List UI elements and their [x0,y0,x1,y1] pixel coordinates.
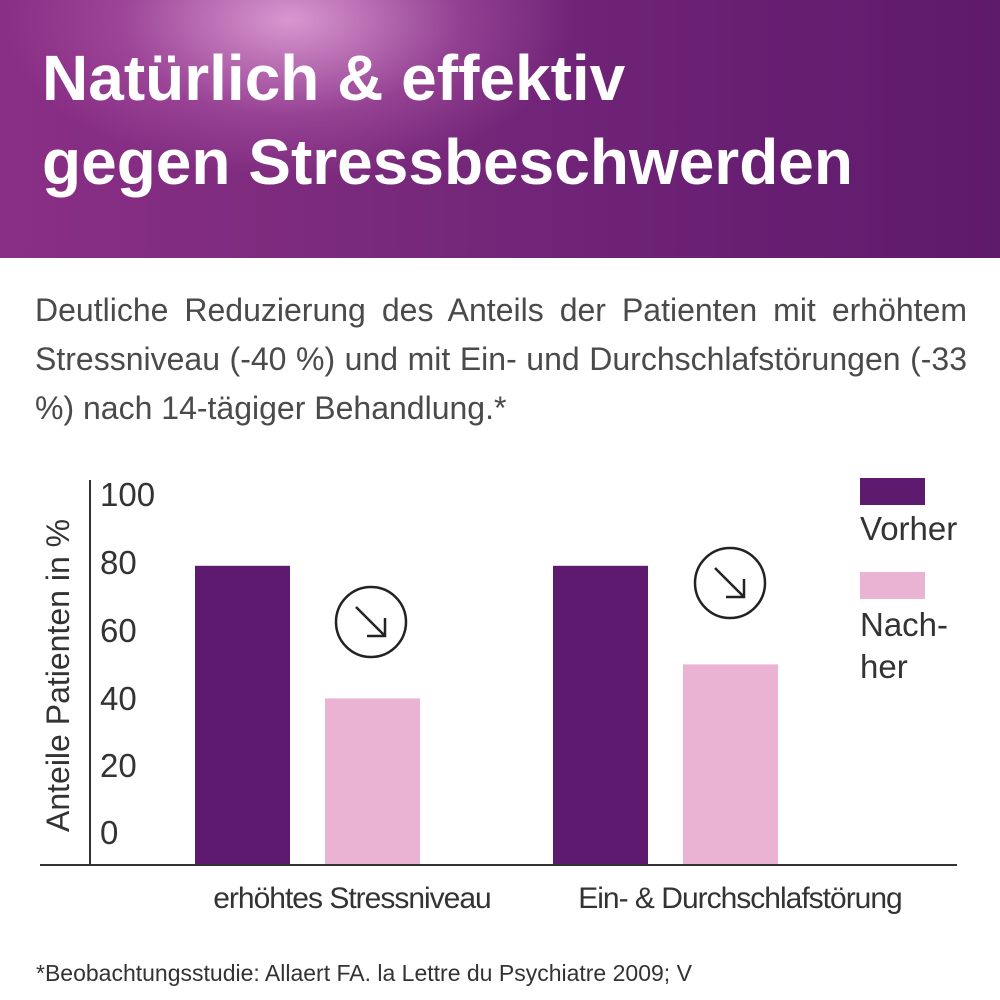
footnote: *Beobachtungsstudie: Allaert FA. la Lett… [36,960,692,986]
y-tick-label: 0 [100,814,118,851]
title-line-1: Natürlich & effektiv [42,42,626,114]
legend-label-nachher-line2: her [860,648,908,685]
legend-label-nachher-line1: Nach- [860,606,948,643]
down-right-arrow-icon [693,546,767,620]
bar-chart: 0 20 40 60 80 100 Anteile Patienten in % erhö… [40,476,957,915]
legend: Vorher Nach- her [860,478,957,685]
subtitle: Deutliche Reduzierung des Anteils der Pa… [35,292,967,426]
annotations [334,546,767,659]
y-tick-label: 100 [100,476,155,513]
chart-bars [195,565,778,865]
y-tick-labels: 0 20 40 60 80 100 [100,476,155,851]
y-tick-label: 20 [100,747,137,784]
legend-swatch-nachher [860,572,925,599]
page-title: Natürlich & effektiv gegen Stressbeschwe… [42,36,972,204]
legend-swatch-vorher [860,478,925,505]
category-label: erhöhtes Stressniveau [213,882,491,915]
y-tick-label: 80 [100,544,137,581]
bar-nachher-1 [325,698,420,865]
bar-vorher-1 [195,565,290,865]
legend-label-vorher: Vorher [860,510,957,547]
y-tick-label: 40 [100,680,137,717]
category-label: Ein- & Durchschlafstörung [578,882,902,915]
y-tick-label: 60 [100,612,137,649]
bar-vorher-2 [553,565,648,865]
category-labels: erhöhtes Stressniveau Ein- & Durchschlafs… [213,882,903,915]
y-axis-title: Anteile Patienten in % [40,519,76,832]
title-line-2: gegen Stressbeschwerden [42,126,853,198]
chart-axes [40,480,957,866]
down-right-arrow-icon [334,585,408,659]
header-banner: Natürlich & effektiv gegen Stressbeschwe… [0,0,1000,258]
bar-nachher-2 [683,664,778,865]
